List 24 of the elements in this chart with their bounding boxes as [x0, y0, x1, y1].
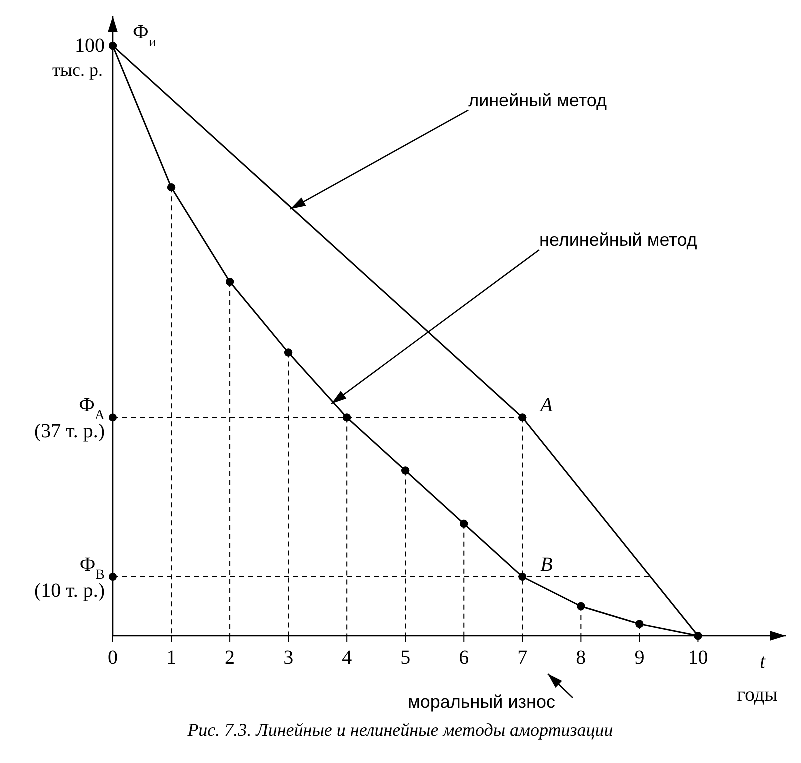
y-axis-title: Ф$_{и}$	[133, 22, 157, 50]
x-tick-label: 2	[225, 647, 236, 669]
x-tick-label: 4	[342, 647, 352, 669]
text: Рис. 7.3. Линейные и нелинейные методы амортизации	[186, 720, 614, 740]
x-tick-label: 1	[166, 647, 177, 669]
y-tick-label: 100	[75, 35, 105, 57]
x-tick-label: 9	[634, 647, 645, 669]
x-tick-label: 3	[284, 647, 294, 669]
annotation: линейный метод	[468, 90, 608, 110]
y-tick-label: Ф$_{B}$ (10 т. р.)	[34, 554, 105, 602]
x-tick-label: 10	[688, 647, 708, 669]
x-axis-title: t	[760, 651, 766, 673]
x-tick-label: 7	[518, 647, 528, 669]
annotation: A	[538, 394, 554, 417]
annotation: нелинейный метод	[540, 230, 698, 250]
x-tick-label: 5	[400, 647, 411, 669]
text: тыс. р.	[52, 60, 103, 80]
y-tick-label: Ф$_{A}$ (37 т. р.)	[34, 394, 106, 443]
x-tick-label: 0	[108, 647, 118, 669]
x-tick-label: 6	[459, 647, 470, 669]
text: моральный износ	[408, 692, 556, 712]
x-tick-label: 8	[576, 647, 586, 669]
annotation: B	[540, 554, 553, 576]
text: годы	[737, 684, 778, 706]
